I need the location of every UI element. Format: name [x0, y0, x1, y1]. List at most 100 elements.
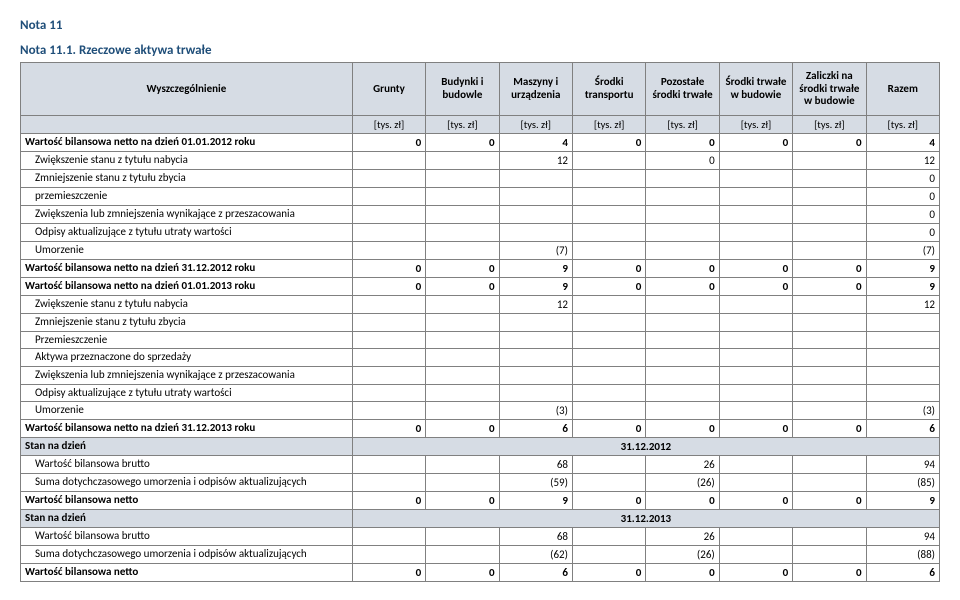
row-label: Wartość bilansowa netto na dzień 01.01.2…	[21, 278, 353, 296]
cell-value: 0	[719, 492, 792, 510]
cell-value	[646, 331, 719, 349]
cell-value	[499, 331, 572, 349]
cell-value: 12	[866, 296, 939, 314]
cell-value	[866, 314, 939, 332]
col-header-grunty: Grunty	[352, 63, 425, 116]
cell-value: 0	[719, 134, 792, 152]
unit-row: [tys. zł] [tys. zł] [tys. zł] [tys. zł] …	[21, 116, 940, 134]
cell-value	[572, 152, 645, 170]
cell-value	[426, 456, 499, 474]
cell-value	[352, 242, 425, 260]
cell-value	[719, 242, 792, 260]
cell-value: 0	[719, 278, 792, 296]
cell-value	[352, 546, 425, 564]
cell-value	[572, 349, 645, 367]
cell-value: 0	[719, 260, 792, 278]
cell-value	[793, 349, 866, 367]
table-row: Wartość bilansowa netto00900009	[21, 492, 940, 510]
cell-value: 0	[866, 206, 939, 224]
row-label: Zwiększenie stanu z tytułu nabycia	[21, 296, 353, 314]
nota-title: Nota 11	[20, 18, 940, 33]
cell-value	[719, 170, 792, 188]
cell-value	[719, 456, 792, 474]
cell-value: 0	[793, 260, 866, 278]
cell-value	[793, 152, 866, 170]
cell-value: 26	[646, 528, 719, 546]
cell-value: 0	[646, 260, 719, 278]
section-header-2012: Stan na dzień 31.12.2012	[21, 438, 940, 456]
cell-value	[572, 528, 645, 546]
cell-value	[426, 242, 499, 260]
cell-value	[719, 402, 792, 420]
cell-value	[646, 206, 719, 224]
row-label: Zmniejszenie stanu z tytułu zbycia	[21, 314, 353, 332]
unit-cell: [tys. zł]	[352, 116, 425, 134]
cell-value: 0	[572, 492, 645, 510]
cell-value	[719, 384, 792, 402]
col-header-budynki: Budynki i budowle	[426, 63, 499, 116]
cell-value	[499, 314, 572, 332]
cell-value	[646, 296, 719, 314]
cell-value: 0	[646, 134, 719, 152]
cell-value: 0	[793, 492, 866, 510]
cell-value	[793, 224, 866, 242]
cell-value: 0	[719, 564, 792, 582]
cell-value: 9	[866, 278, 939, 296]
cell-value	[352, 456, 425, 474]
cell-value: 12	[866, 152, 939, 170]
cell-value: 9	[866, 492, 939, 510]
row-label: Wartość bilansowa netto	[21, 492, 353, 510]
table-row: Suma dotychczasowego umorzenia i odpisów…	[21, 546, 940, 564]
cell-value	[572, 366, 645, 384]
unit-cell: [tys. zł]	[793, 116, 866, 134]
row-label: Aktywa przeznaczone do sprzedaży	[21, 349, 353, 367]
cell-value	[793, 402, 866, 420]
cell-value	[719, 152, 792, 170]
cell-value: 0	[426, 420, 499, 438]
table-row: Wartość bilansowa netto na dzień 01.01.2…	[21, 134, 940, 152]
unit-cell: [tys. zł]	[499, 116, 572, 134]
cell-value: 0	[793, 278, 866, 296]
cell-value: 0	[793, 420, 866, 438]
section-header-2013: Stan na dzień 31.12.2013	[21, 510, 940, 528]
cell-value	[352, 349, 425, 367]
cell-value	[352, 152, 425, 170]
cell-value	[866, 384, 939, 402]
row-label: Odpisy aktualizujące z tytułu utraty war…	[21, 384, 353, 402]
section-date: 31.12.2013	[352, 510, 939, 528]
cell-value	[646, 242, 719, 260]
cell-value: 0	[352, 420, 425, 438]
cell-value	[793, 331, 866, 349]
cell-value: 0	[866, 170, 939, 188]
cell-value	[426, 314, 499, 332]
cell-value	[352, 331, 425, 349]
cell-value	[426, 402, 499, 420]
cell-value: (59)	[499, 474, 572, 492]
cell-value	[572, 546, 645, 564]
cell-value	[646, 188, 719, 206]
cell-value: 0	[793, 564, 866, 582]
table-row: Zmniejszenie stanu z tytułu zbycia0	[21, 170, 940, 188]
cell-value	[719, 366, 792, 384]
cell-value: (62)	[499, 546, 572, 564]
cell-value	[866, 331, 939, 349]
cell-value	[572, 170, 645, 188]
cell-value	[646, 384, 719, 402]
cell-value	[499, 349, 572, 367]
table-row: Wartość bilansowa netto na dzień 01.01.2…	[21, 278, 940, 296]
cell-value: 12	[499, 152, 572, 170]
cell-value	[646, 366, 719, 384]
row-label: Zwiększenia lub zmniejszenia wynikające …	[21, 366, 353, 384]
unit-cell: [tys. zł]	[572, 116, 645, 134]
cell-value	[719, 224, 792, 242]
cell-value	[646, 314, 719, 332]
cell-value	[426, 224, 499, 242]
cell-value: 6	[866, 564, 939, 582]
cell-value	[866, 349, 939, 367]
cell-value: (85)	[866, 474, 939, 492]
cell-value: (7)	[499, 242, 572, 260]
row-label: Przemieszczenie	[21, 331, 353, 349]
cell-value	[426, 188, 499, 206]
cell-value	[426, 366, 499, 384]
cell-value	[499, 170, 572, 188]
